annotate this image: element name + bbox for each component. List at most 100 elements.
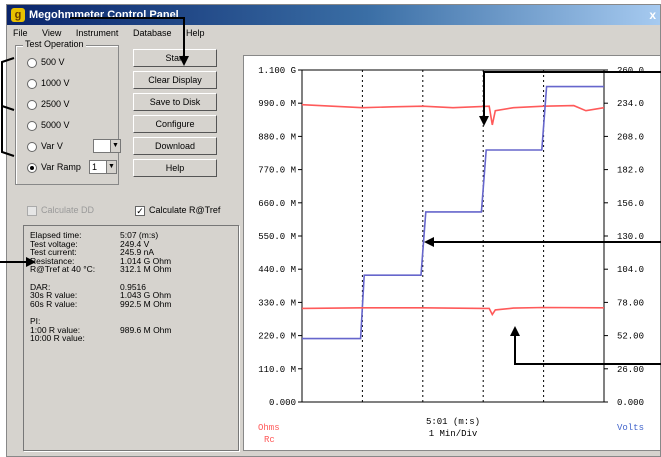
status-label: Test current:	[30, 247, 77, 258]
test-operation-legend: Test Operation	[23, 39, 86, 49]
menu-view[interactable]: View	[42, 28, 62, 38]
configure-button[interactable]: Configure	[133, 115, 217, 133]
right-tick-label: 78.00	[617, 298, 644, 308]
status-row: R@Tref at 40 °C: 312.1 M Ohm	[24, 264, 238, 274]
save-to-disk-button[interactable]: Save to Disk	[133, 93, 217, 111]
series-line-0	[301, 103, 605, 126]
checkbox-label: Calculate R@Tref	[149, 205, 221, 215]
left-tick-label: 0.000	[269, 398, 296, 408]
left-tick-label: 550.0 M	[258, 232, 296, 242]
clear-display-button[interactable]: Clear Display	[133, 71, 217, 89]
arrowhead-icon	[424, 237, 434, 247]
status-row: 30s R value: 1.043 G Ohm	[24, 290, 238, 300]
menu-database[interactable]: Database	[132, 28, 172, 38]
radio-button-icon	[27, 120, 37, 131]
left-tick-label: 880.0 M	[258, 132, 296, 142]
plot-area	[301, 69, 605, 403]
start-button[interactable]: Start	[133, 49, 217, 67]
radio-button-selected-icon	[27, 162, 37, 173]
radio-var-v[interactable]: Var V	[27, 139, 63, 153]
right-tick-label: 130.0	[617, 232, 644, 242]
status-row: Resistance: 1.014 G Ohm	[24, 256, 238, 266]
menu-instrument[interactable]: Instrument	[75, 28, 119, 38]
status-row: 60s R value: 992.5 M Ohm	[24, 299, 238, 309]
menu-bar: File View Instrument Database Help	[7, 25, 660, 41]
series-line-1	[302, 85, 604, 340]
status-label: 1:00 R value:	[30, 324, 81, 335]
menu-help[interactable]: Help	[186, 28, 205, 38]
status-label: Resistance:	[30, 255, 75, 266]
status-value: 249.4 V	[120, 238, 150, 249]
right-axis-unit: Volts	[617, 423, 644, 433]
bracket-annotation	[0, 57, 15, 111]
right-tick-label: 234.0	[617, 99, 644, 109]
checkmark-icon: ✓	[135, 205, 145, 216]
radio-5000v[interactable]: 5000 V	[27, 118, 70, 132]
right-tick-label: 0.000	[617, 398, 644, 408]
radio-label: 500 V	[41, 57, 65, 67]
left-tick-label: 110.0 M	[258, 365, 296, 375]
right-tick-label: 156.0	[617, 199, 644, 209]
radio-var-ramp[interactable]: Var Ramp	[27, 160, 81, 174]
checkbox-icon	[27, 205, 37, 216]
status-value: 1.014 G Ohm	[120, 255, 172, 266]
arrowhead-icon	[510, 326, 520, 336]
title-bar: g Megohmmeter Control Panel x	[7, 5, 660, 25]
right-tick-label: 52.00	[617, 332, 644, 342]
radio-button-icon	[27, 99, 37, 110]
status-value: 989.6 M Ohm	[120, 324, 172, 335]
status-label: Test voltage:	[30, 238, 78, 249]
radio-2500v[interactable]: 2500 V	[27, 97, 70, 111]
arrow-to-rc-trace-annotation	[514, 330, 661, 365]
status-label: DAR:	[30, 281, 51, 292]
arrow-to-start-annotation	[70, 17, 185, 62]
radio-button-icon	[27, 57, 37, 68]
status-readout-panel: Elapsed time: 5:07 (m:s) Test voltage: 249.…	[23, 225, 239, 451]
checkbox-label: Calculate DD	[41, 205, 95, 215]
x-axis-time-label: 5:01 (m:s)	[426, 417, 480, 427]
arrowhead-icon	[26, 257, 36, 267]
calculate-rref-checkbox[interactable]: ✓ Calculate R@Tref	[135, 205, 220, 216]
close-icon[interactable]: x	[649, 8, 656, 22]
status-row: PI:	[24, 316, 238, 326]
status-value: 0.9516	[120, 281, 146, 292]
left-tick-label: 440.0 M	[258, 265, 296, 275]
menu-file[interactable]: File	[13, 28, 28, 38]
help-button[interactable]: Help	[133, 159, 217, 177]
radio-label: Var Ramp	[41, 162, 81, 172]
left-axis-unit: Ohms	[258, 423, 280, 433]
status-value: 1.043 G Ohm	[120, 290, 172, 301]
download-button[interactable]: Download	[133, 137, 217, 155]
status-row: 1:00 R value: 989.6 M Ohm	[24, 325, 238, 335]
bracket-annotation	[0, 106, 15, 157]
left-tick-label: 770.0 M	[258, 166, 296, 176]
radio-label: 2500 V	[41, 99, 70, 109]
radio-500v[interactable]: 500 V	[27, 55, 65, 69]
app-window: g Megohmmeter Control Panel x File View …	[6, 4, 661, 457]
radio-button-icon	[27, 141, 37, 152]
ramp-select[interactable]: 1 ▼	[89, 160, 117, 174]
radio-label: Var V	[41, 141, 63, 151]
radio-1000v[interactable]: 1000 V	[27, 76, 70, 90]
status-value: 5:07 (m:s)	[120, 230, 159, 240]
status-label: R@Tref at 40 °C:	[30, 264, 96, 275]
left-tick-label: 660.0 M	[258, 199, 296, 209]
x-axis-scale-label: 1 Min/Div	[429, 429, 478, 439]
status-label: PI:	[30, 316, 41, 326]
ramp-value: 1	[92, 162, 98, 172]
var-v-input[interactable]: ▼	[93, 139, 121, 153]
left-tick-label: 990.0 M	[258, 99, 296, 109]
app-logo-icon: g	[11, 8, 25, 22]
series-line-2	[301, 306, 605, 317]
left-axis-rc-label: Rc	[264, 435, 275, 445]
right-tick-label: 182.0	[617, 166, 644, 176]
status-row: Elapsed time: 5:07 (m:s)	[24, 230, 238, 240]
arrowhead-icon	[179, 56, 189, 66]
radio-label: 1000 V	[41, 78, 70, 88]
radio-label: 5000 V	[41, 120, 70, 130]
right-tick-label: 104.0	[617, 265, 644, 275]
arrowhead-icon	[479, 116, 489, 126]
left-tick-label: 1.100 G	[258, 66, 296, 76]
calculate-dd-checkbox[interactable]: Calculate DD	[27, 205, 94, 216]
